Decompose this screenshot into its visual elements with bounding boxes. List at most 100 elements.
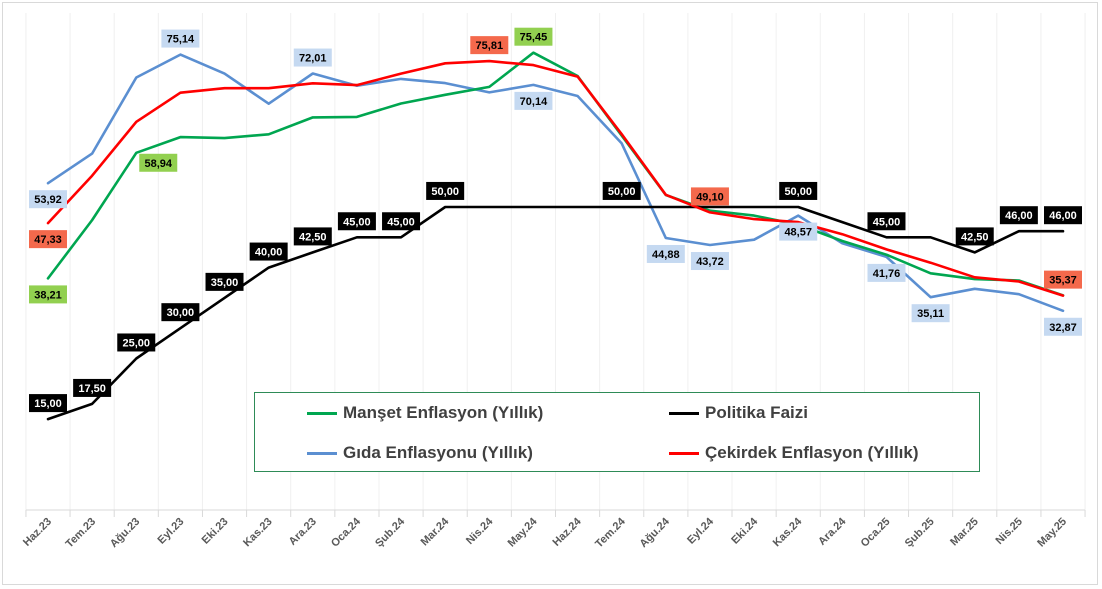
data-label-box (161, 29, 200, 48)
data-label-text: 35,11 (917, 308, 944, 320)
data-label-text: 75,81 (476, 40, 504, 52)
data-label-box (29, 394, 67, 413)
data-label-box (514, 27, 553, 46)
data-label-text: 35,00 (211, 277, 239, 289)
x-tick-label: Kas.24 (771, 515, 805, 549)
series-line-1 (46, 205, 1065, 421)
data-label-box (470, 36, 509, 55)
data-label: 58,94 (139, 153, 178, 172)
x-tick-label: Eki.23 (200, 516, 231, 547)
data-label: 53,92 (29, 190, 67, 209)
x-tick-label: Oca.25 (859, 516, 893, 550)
data-label: 50,00 (602, 181, 641, 200)
series-line-3 (46, 59, 1065, 297)
data-label: 47,33 (29, 230, 67, 249)
data-label-text: 50,00 (784, 186, 812, 198)
data-label-box (646, 244, 685, 263)
data-label: 72,01 (293, 48, 332, 67)
data-label: 25,00 (117, 333, 156, 352)
x-tick-label: Tem.23 (64, 516, 99, 551)
data-label-text: 53,92 (34, 194, 62, 206)
data-label-text: 45,00 (343, 216, 371, 228)
legend-item-manset: Manşet Enflasyon (Yıllık) (307, 403, 543, 423)
legend-label-gida: Gıda Enflasyonu (Yıllık) (343, 443, 533, 462)
data-label-text: 35,37 (1049, 275, 1077, 287)
x-tick-label: Nis.24 (464, 515, 496, 547)
legend-label-politika-faizi: Politika Faizi (705, 403, 808, 422)
legend-item-cekirdek: Çekirdek Enflasyon (Yıllık) (669, 443, 919, 463)
x-tick-label: Ara.23 (287, 516, 319, 548)
data-label: 46,00 (1044, 206, 1082, 225)
data-label-box (205, 272, 244, 291)
data-label-text: 45,00 (873, 216, 901, 228)
data-label-text: 46,00 (1005, 210, 1033, 222)
data-label-box (779, 181, 818, 200)
data-label: 75,14 (161, 29, 200, 48)
data-label-text: 43,72 (696, 256, 724, 268)
data-label: 75,81 (470, 36, 509, 55)
x-tick-label: Ara.24 (816, 515, 849, 548)
legend-item-politika-faizi: Politika Faizi (669, 403, 808, 423)
data-label-box (602, 181, 641, 200)
data-label: 15,00 (29, 394, 67, 413)
data-label-text: 44,88 (652, 249, 680, 261)
data-label-box (955, 227, 994, 246)
legend-item-gida: Gıda Enflasyonu (Yıllık) (307, 443, 533, 463)
data-label-text: 49,10 (696, 191, 724, 203)
data-label-text: 32,87 (1049, 322, 1077, 334)
data-label: 43,72 (690, 252, 729, 271)
data-label-box (382, 212, 421, 231)
data-label-text: 40,00 (255, 247, 283, 259)
data-label-box (117, 333, 156, 352)
series-line-0 (46, 51, 1065, 297)
data-label-box (911, 304, 950, 323)
data-label-box (29, 285, 67, 304)
x-tick-label: Haz.24 (551, 515, 585, 549)
data-label-box (1044, 270, 1082, 289)
data-label-text: 15,00 (34, 398, 62, 410)
data-label-text: 47,33 (34, 234, 62, 246)
data-label: 35,11 (911, 304, 950, 323)
data-label: 38,21 (29, 285, 67, 304)
data-label: 35,00 (205, 272, 244, 291)
x-tick-label: Ağu.24 (638, 515, 673, 550)
data-label-box (867, 263, 906, 282)
x-tick-label: Nis.25 (994, 516, 1025, 547)
data-label: 42,50 (293, 227, 332, 246)
data-label-text: 17,50 (78, 383, 106, 395)
x-tick-label: Ağu.23 (108, 516, 142, 550)
data-label: 30,00 (161, 303, 200, 322)
data-label: 48,57 (779, 222, 818, 241)
legend-swatch-gida (307, 451, 337, 455)
x-tick-label: Oca.24 (329, 515, 364, 550)
data-label-text: 30,00 (167, 307, 195, 319)
data-label-box (293, 48, 332, 67)
data-label-box (514, 91, 553, 110)
legend-swatch-cekirdek (669, 451, 699, 455)
data-label-box (690, 187, 729, 206)
data-label-text: 58,94 (144, 158, 172, 170)
data-labels: 38,21 58,94 75,45 53,92 75,14 72,01 70,14 44,88… (29, 27, 1082, 413)
data-label-text: 41,76 (873, 268, 901, 280)
x-axis-labels: Haz.23 Tem.23 Ağu.23 Eyl.23 Eki.23 Kas.23 Ara.… (21, 515, 1069, 550)
series-line-2 (46, 53, 1065, 313)
x-tick-label: Mar.25 (948, 516, 981, 549)
legend-label-cekirdek: Çekirdek Enflasyon (Yıllık) (705, 443, 919, 462)
data-label-text: 72,01 (299, 53, 327, 65)
x-tick-label: Tem.24 (593, 515, 628, 550)
data-label-box (293, 227, 332, 246)
data-label-box (29, 230, 67, 249)
data-label-text: 42,50 (961, 231, 989, 243)
data-label: 41,76 (867, 263, 906, 282)
data-label-box (249, 242, 288, 261)
data-label-box (337, 212, 376, 231)
data-label-text: 50,00 (431, 186, 459, 198)
data-label-box (1044, 317, 1082, 336)
data-label-text: 38,21 (34, 289, 62, 301)
data-label-box (73, 378, 112, 397)
x-tick-label: Mar.24 (419, 515, 452, 548)
data-label: 32,87 (1044, 317, 1082, 336)
data-label-text: 45,00 (387, 216, 415, 228)
data-label-text: 25,00 (122, 337, 150, 349)
